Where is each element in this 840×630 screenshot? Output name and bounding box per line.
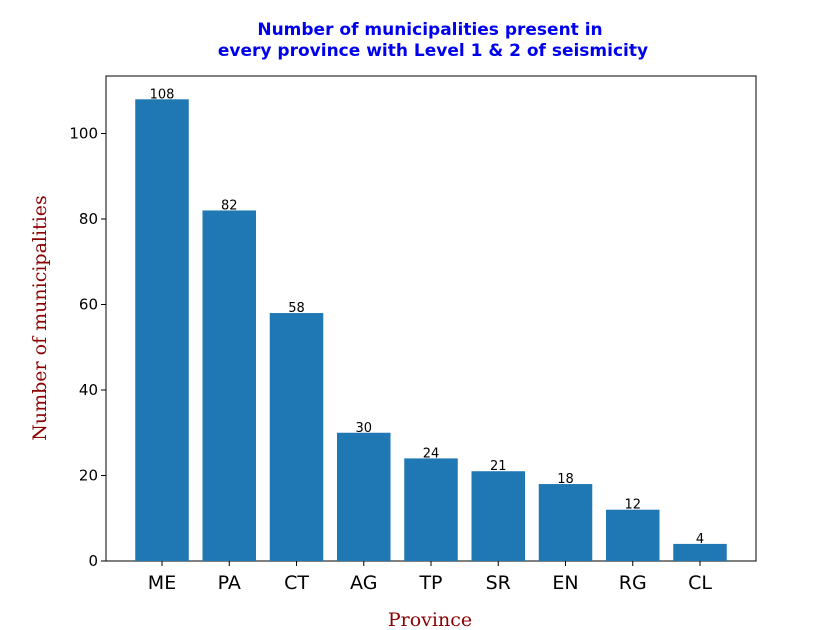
- x-tick-label-sr: SR: [486, 572, 511, 594]
- x-tick-label-rg: RG: [619, 572, 647, 594]
- bar-sr: [471, 471, 525, 561]
- bar-me: [135, 99, 189, 562]
- bar-cl: [673, 543, 727, 561]
- chart-title-line-2: every province with Level 1 & 2 of seism…: [218, 41, 648, 61]
- data-label-rg: 12: [624, 498, 641, 513]
- x-tick-label-en: EN: [552, 572, 578, 594]
- y-tick-label: 0: [88, 552, 98, 570]
- data-label-ag: 30: [355, 421, 372, 436]
- bar-tp: [404, 458, 458, 561]
- data-label-cl: 4: [696, 532, 704, 547]
- y-tick-label: 40: [79, 381, 98, 399]
- x-tick-label-pa: PA: [218, 572, 241, 594]
- x-axis: ME PA CT AG TP SR EN RG CL: [148, 561, 712, 594]
- data-labels-group: 108 82 58 30 24 21 18 12 4: [150, 87, 705, 547]
- chart-title-line-1: Number of municipalities present in: [257, 20, 602, 40]
- data-label-tp: 24: [423, 446, 440, 461]
- bar-rg: [606, 509, 660, 561]
- bars-group: [135, 99, 727, 562]
- y-axis: 0 20 40 60 80 100: [69, 125, 106, 570]
- data-label-en: 18: [557, 472, 574, 487]
- x-tick-label-cl: CL: [688, 572, 712, 594]
- y-tick-label: 60: [79, 296, 98, 314]
- y-tick-label: 20: [79, 467, 98, 485]
- x-tick-label-ct: CT: [284, 572, 309, 594]
- data-label-ct: 58: [288, 301, 305, 316]
- bar-en: [538, 484, 593, 561]
- y-tick-label: 100: [69, 125, 98, 143]
- bar-ag: [337, 432, 391, 561]
- x-tick-label-ag: AG: [350, 572, 377, 594]
- data-label-sr: 21: [490, 459, 507, 474]
- data-label-pa: 82: [221, 198, 238, 213]
- bar-ct: [269, 313, 324, 561]
- x-tick-label-tp: TP: [418, 572, 442, 594]
- bar-pa: [202, 210, 256, 561]
- data-label-me: 108: [150, 87, 175, 102]
- y-axis-label: Number of municipalities: [29, 195, 51, 441]
- y-tick-label: 80: [79, 210, 98, 228]
- x-tick-label-me: ME: [148, 572, 176, 594]
- x-axis-label: Province: [388, 609, 472, 630]
